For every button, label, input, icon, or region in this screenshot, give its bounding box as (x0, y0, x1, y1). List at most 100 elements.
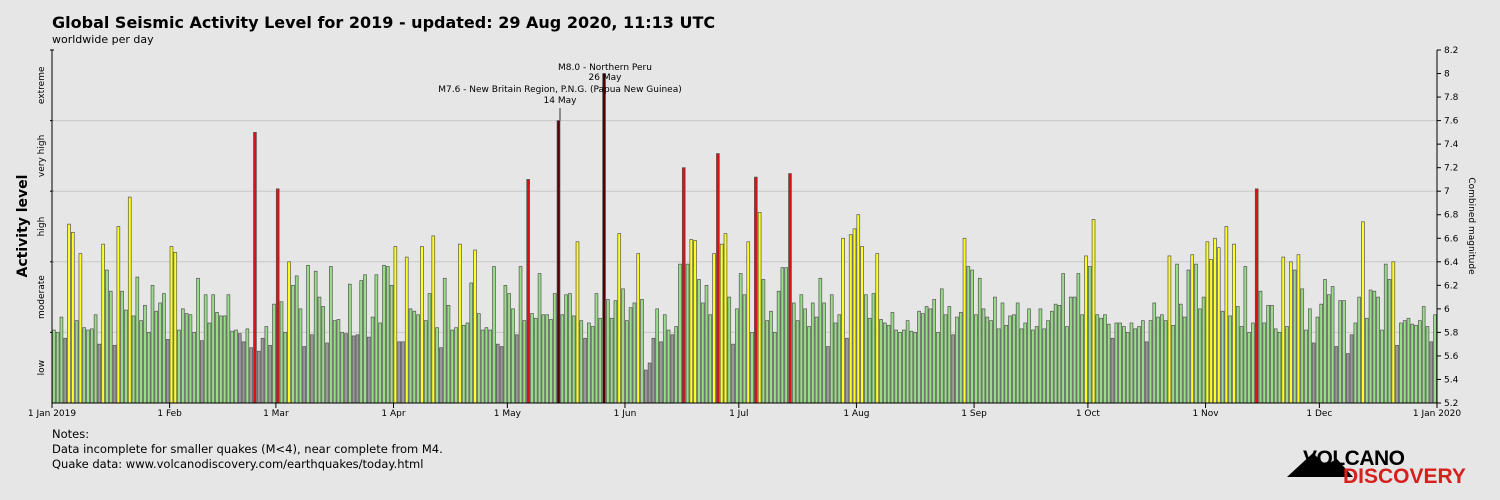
bar (55, 332, 60, 404)
bar (791, 302, 796, 404)
bar (636, 253, 641, 404)
bar (1209, 259, 1213, 404)
bar (427, 293, 432, 404)
bar (1254, 188, 1259, 404)
bar (1179, 303, 1183, 404)
bar (461, 324, 466, 404)
bar (841, 237, 845, 404)
bar (746, 241, 751, 404)
bar (177, 329, 181, 404)
x-tick-label: 1 Dec (1306, 409, 1332, 419)
bar (1247, 332, 1251, 404)
logo-line1: VOLCANO (1303, 447, 1405, 470)
bar (1216, 247, 1221, 404)
bar (465, 322, 470, 404)
bar (317, 296, 322, 404)
bar (272, 303, 276, 404)
bar (1292, 269, 1297, 404)
x-tick-label: 1 May (494, 409, 522, 419)
bar (1050, 310, 1054, 404)
bar (712, 253, 716, 404)
bar (1243, 266, 1248, 404)
y-axis-label-right: Combined magnitude (1466, 177, 1476, 275)
bar (716, 153, 720, 404)
bar (981, 308, 986, 404)
bar (450, 329, 455, 404)
bar (1311, 342, 1316, 404)
bar (1201, 296, 1206, 404)
bar (1338, 300, 1342, 404)
bar (704, 284, 709, 404)
bar (1000, 302, 1005, 404)
bar (860, 246, 864, 404)
x-tick-label: 1 Jun (614, 409, 637, 419)
bar (1072, 296, 1077, 404)
bar (1228, 315, 1232, 404)
bar (913, 332, 918, 404)
bar (958, 312, 963, 404)
y-tick-label: 6.2 (1444, 281, 1458, 291)
bar (583, 337, 587, 404)
y-tick-label: 7.2 (1444, 164, 1458, 174)
bar (1167, 255, 1172, 404)
bar (879, 319, 883, 404)
bar (575, 241, 580, 404)
bar (446, 304, 451, 404)
bar (723, 233, 728, 404)
bar (264, 326, 269, 404)
volcanodiscovery-logo[interactable]: VOLCANO DISCOVERY (1285, 447, 1485, 488)
bar (473, 249, 477, 404)
bar (685, 263, 690, 404)
bar (1019, 328, 1024, 404)
bar (1152, 302, 1157, 404)
bar (609, 317, 614, 404)
bar (393, 246, 398, 404)
bar (533, 317, 538, 404)
bar (1129, 322, 1134, 404)
bar (655, 308, 659, 404)
bar (674, 326, 678, 404)
bar (313, 270, 318, 404)
bar (1042, 328, 1047, 404)
y-tick-label: 8.2 (1444, 46, 1458, 56)
bar (1262, 322, 1267, 404)
bar (822, 302, 826, 404)
bar (1232, 243, 1236, 404)
bar (632, 302, 637, 404)
bar (985, 316, 990, 404)
bar (738, 273, 743, 404)
bar (59, 316, 64, 404)
bar (237, 333, 242, 404)
x-tick-label: 1 Nov (1192, 409, 1219, 419)
level-label: extreme (37, 66, 47, 104)
bar (556, 120, 561, 404)
bar (1258, 290, 1263, 404)
bar (579, 320, 584, 404)
bar (564, 294, 568, 404)
chart-title: Global Seismic Activity Level for 2019 -… (52, 13, 716, 32)
bar (727, 296, 732, 404)
bar (621, 288, 625, 404)
bar (1144, 341, 1149, 404)
bar (412, 310, 417, 404)
bar (731, 343, 735, 404)
bar (1239, 326, 1244, 404)
bar (799, 294, 804, 404)
bar (385, 266, 390, 404)
bar (530, 313, 534, 404)
bar (845, 337, 849, 404)
bar (951, 334, 955, 404)
bar (351, 335, 356, 404)
x-tick-label: 1 Aug (843, 409, 869, 419)
x-tick-label: 1 Jan 2019 (28, 409, 76, 419)
bar (366, 336, 371, 404)
bar (1281, 256, 1286, 404)
bar (211, 294, 216, 404)
bar (681, 167, 686, 404)
y-tick-label: 7.4 (1444, 140, 1459, 150)
bar (955, 316, 959, 404)
bar (1205, 241, 1210, 404)
bar (1175, 263, 1179, 404)
bar (875, 253, 880, 404)
